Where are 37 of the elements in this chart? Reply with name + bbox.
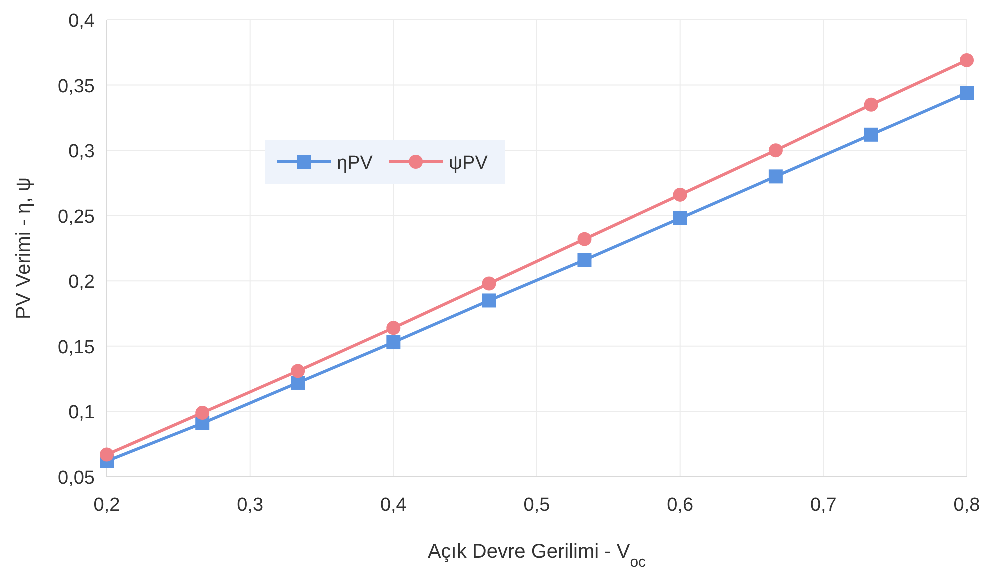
- y-tick-label: 0,4: [68, 11, 96, 32]
- y-tick-label: 0,1: [68, 402, 95, 424]
- point: [960, 86, 974, 100]
- x-tick-label: 0,3: [237, 495, 264, 516]
- legend-label: ψPV: [449, 153, 488, 174]
- point: [386, 321, 401, 336]
- x-tick-label: 0,8: [954, 495, 980, 516]
- x-tick-label: 0,7: [810, 495, 837, 516]
- y-axis-title: PV Verimi - η, ψ: [13, 177, 35, 320]
- point: [482, 294, 496, 308]
- y-tick-label: 0,2: [68, 272, 95, 294]
- y-tick-label: 0,3: [68, 142, 95, 163]
- point: [100, 448, 114, 462]
- y-tick-label: 0,25: [58, 206, 95, 228]
- point: [960, 53, 974, 68]
- point: [864, 98, 878, 112]
- point: [864, 128, 878, 142]
- x-tick-label: 0,4: [380, 495, 408, 516]
- legend-label: ηPV: [337, 153, 374, 174]
- point: [673, 188, 688, 202]
- point: [386, 336, 401, 350]
- point: [578, 232, 592, 246]
- point: [673, 211, 688, 226]
- y-tick-label: 0,35: [58, 76, 95, 98]
- point: [482, 276, 496, 291]
- y-tick-label: 0,15: [58, 337, 95, 358]
- point: [768, 144, 783, 158]
- point: [578, 253, 592, 268]
- x-axis-title: Açık Devre Gerilimi - V$_{oc}$: [428, 541, 647, 568]
- point: [291, 364, 306, 378]
- point: [196, 406, 210, 420]
- point: [291, 376, 306, 390]
- x-tick-label: 0,6: [667, 495, 694, 516]
- y-tick-label: 0,05: [58, 468, 95, 489]
- x-tick-label: 0,5: [524, 495, 550, 516]
- x-tick-label: 0,2: [94, 495, 120, 516]
- point: [768, 170, 783, 184]
